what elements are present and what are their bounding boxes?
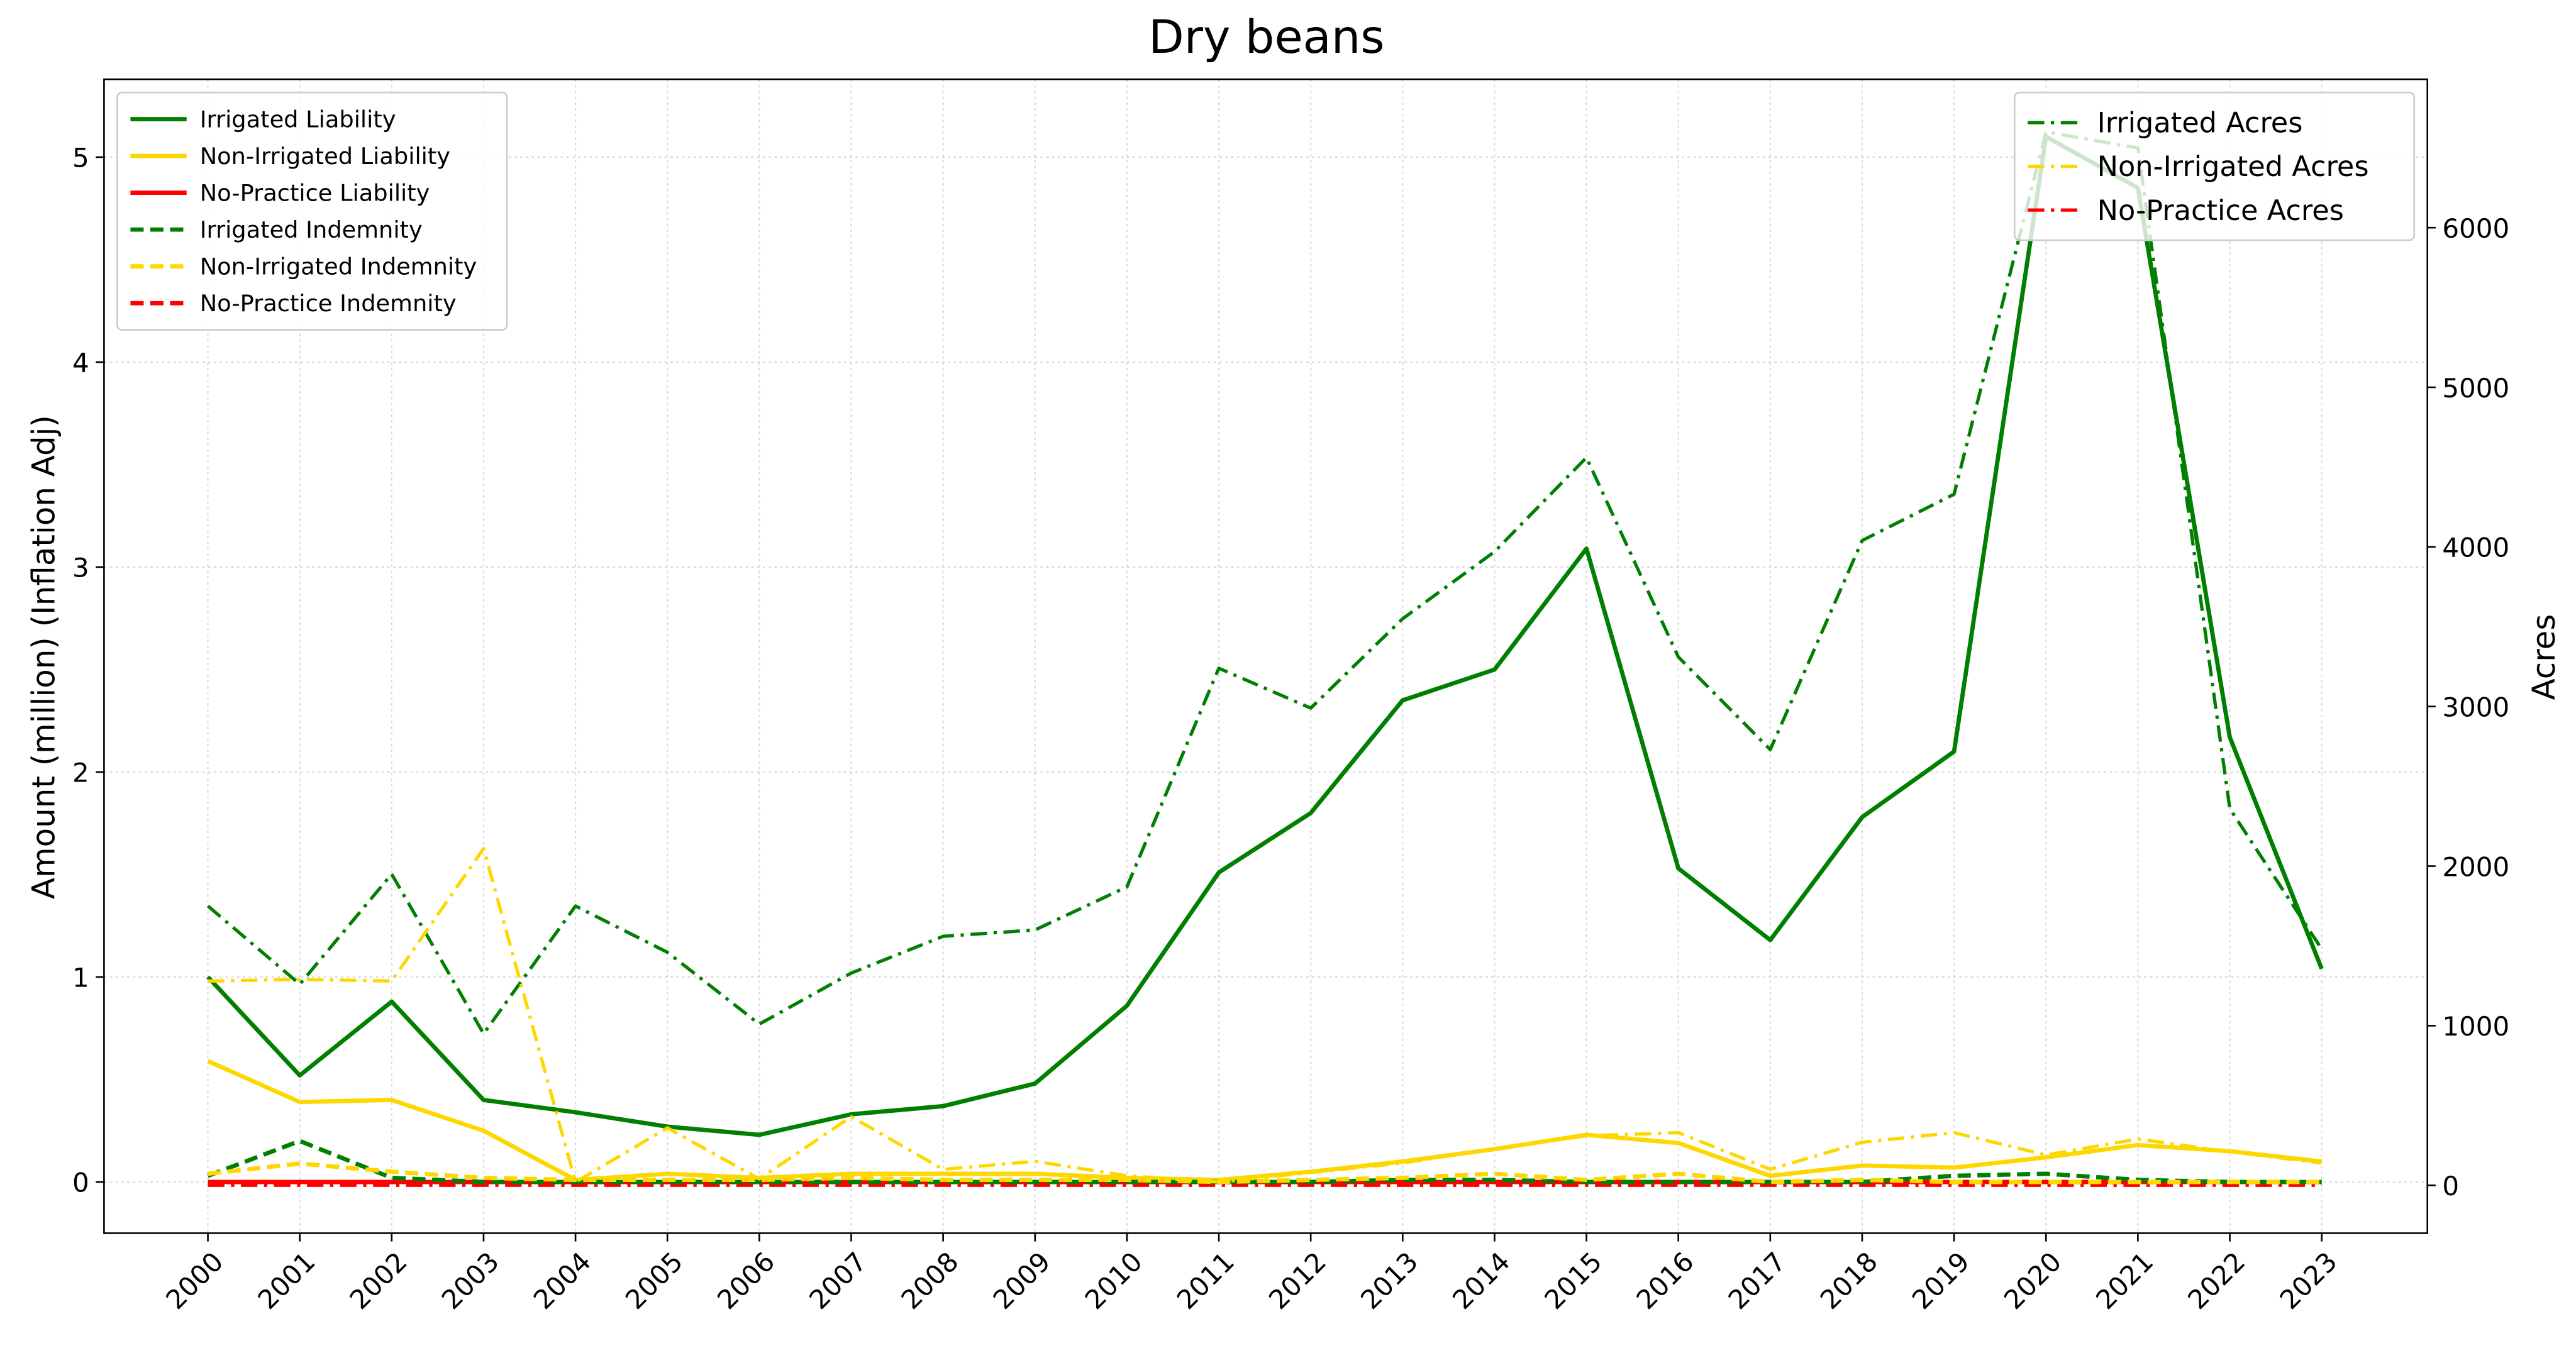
plot-frame <box>103 78 2429 1234</box>
legend-label: Irrigated Liability <box>200 106 396 133</box>
x-tick-label: 2002 <box>344 1246 413 1315</box>
x-tick-label: 2000 <box>160 1246 229 1315</box>
x-tick-label: 2008 <box>895 1246 964 1315</box>
series-line <box>208 847 2322 1184</box>
x-tick-label: 2009 <box>987 1246 1056 1315</box>
y-tick-label: 2 <box>72 758 89 788</box>
y-tick-label: 3 <box>72 553 89 583</box>
legend: Irrigated Acres Non-Irrigated Acres No-Pra… <box>2013 91 2415 241</box>
x-tick-label: 2014 <box>1446 1246 1516 1315</box>
x-tick-label: 2006 <box>711 1246 780 1315</box>
y2-tick-label: 1000 <box>2442 1011 2509 1042</box>
legend-box <box>116 91 508 331</box>
legend-label: Non-Irrigated Liability <box>200 143 450 170</box>
series-line <box>208 1161 2322 1185</box>
x-tick-label: 2013 <box>1355 1246 1424 1315</box>
y-tick-label: 4 <box>72 348 89 378</box>
legend-label: No-Practice Indemnity <box>200 290 457 317</box>
y-tick-label: 1 <box>72 963 89 993</box>
legend: Irrigated Liability Non-Irrigated Liabili… <box>116 91 508 331</box>
series-line <box>206 134 2324 1137</box>
x-tick-label: 2015 <box>1538 1246 1607 1315</box>
series-line <box>206 130 2323 1036</box>
x-tick-label: 2016 <box>1630 1246 1699 1315</box>
y2-tick-label: 6000 <box>2442 213 2509 244</box>
y2-tick-label: 4000 <box>2442 533 2509 563</box>
legend-label: No-Practice Acres <box>2097 194 2344 227</box>
x-tick-label: 2001 <box>252 1246 321 1315</box>
y2-tick-label: 0 <box>2442 1171 2459 1202</box>
y-tick-label: 0 <box>72 1168 89 1198</box>
x-tick-label: 2021 <box>2090 1246 2159 1315</box>
y2-tick-label: 3000 <box>2442 692 2509 722</box>
x-tick-label: 2004 <box>528 1246 597 1315</box>
y2-tick-label: 2000 <box>2442 851 2509 882</box>
x-tick-label: 2019 <box>1906 1246 1975 1315</box>
legend-label: Irrigated Acres <box>2097 107 2303 140</box>
x-tick-label: 2011 <box>1171 1246 1240 1315</box>
x-tick-label: 2018 <box>1814 1246 1884 1315</box>
legend-label: Non-Irrigated Indemnity <box>200 253 477 280</box>
series-line <box>207 1059 2323 1183</box>
chart-title: Dry beans <box>1148 11 1384 64</box>
legend-label: Non-Irrigated Acres <box>2097 150 2369 183</box>
legend-box <box>2013 91 2415 241</box>
x-tick-label: 2023 <box>2273 1246 2343 1315</box>
x-tick-label: 2017 <box>1723 1246 1792 1315</box>
x-tick-label: 2003 <box>436 1246 505 1315</box>
legend-label: Irrigated Indemnity <box>200 216 423 243</box>
y-axis-label: Amount (million) (Inflation Adj) <box>26 415 62 899</box>
x-tick-label: 2022 <box>2182 1246 2251 1315</box>
legend-label: No-Practice Liability <box>200 179 430 206</box>
x-tick-label: 2007 <box>803 1246 872 1315</box>
x-tick-label: 2020 <box>1998 1246 2067 1315</box>
y-tick-label: 5 <box>72 143 89 174</box>
x-tick-label: 2010 <box>1079 1246 1148 1315</box>
y2-axis-label: Acres <box>2526 614 2562 700</box>
x-tick-label: 2012 <box>1263 1246 1332 1315</box>
x-tick-label: 2005 <box>619 1246 689 1315</box>
y2-tick-label: 5000 <box>2442 373 2509 404</box>
